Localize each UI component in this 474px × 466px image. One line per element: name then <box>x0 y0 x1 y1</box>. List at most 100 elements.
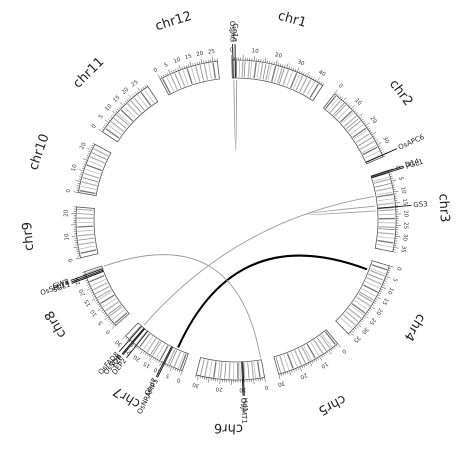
chromosome-band <box>152 341 162 356</box>
tick-mark <box>280 373 282 377</box>
tick-mark <box>183 65 186 69</box>
tick-mark <box>335 344 338 348</box>
chromosome-band <box>350 304 364 316</box>
tick-label: 30 <box>381 136 390 145</box>
tick-mark <box>347 103 350 106</box>
chromosome-band <box>253 361 256 378</box>
chromosome-ideogram-chr1 <box>231 59 324 102</box>
chromosome-band <box>375 187 392 192</box>
chromosome-band <box>370 268 386 275</box>
chromosome-band <box>364 150 380 159</box>
tick-mark <box>91 294 95 296</box>
tick-mark <box>386 274 390 276</box>
tick-mark <box>393 247 399 249</box>
tick-mark <box>369 129 372 132</box>
chromosome-band <box>129 326 141 339</box>
tick-mark <box>146 84 149 87</box>
chromosome-band <box>371 264 388 271</box>
tick-mark <box>201 376 203 380</box>
chromosome-label-chr8: chr8 <box>42 308 70 341</box>
tick-mark <box>337 94 340 97</box>
tick-mark <box>84 161 87 163</box>
chromosome-band <box>301 346 310 362</box>
tick-mark <box>157 74 161 80</box>
tick-mark <box>365 313 369 316</box>
chromosome-band <box>217 362 221 379</box>
chromosome-band <box>313 339 324 354</box>
chromosome-band <box>170 74 178 90</box>
tick-mark <box>115 110 118 113</box>
tick-mark <box>120 105 123 108</box>
tick-mark <box>333 346 336 349</box>
chromosome-band <box>377 239 394 244</box>
tick-mark <box>376 141 379 144</box>
tick-mark <box>298 70 301 74</box>
chromosome-band <box>364 281 380 289</box>
chromosome-band <box>262 63 267 80</box>
tick-mark <box>195 374 197 378</box>
tick-mark <box>80 172 84 174</box>
tick-mark <box>96 301 99 304</box>
tick-label: 15 <box>401 198 408 206</box>
tick-mark <box>140 88 143 91</box>
tick-mark <box>81 167 85 170</box>
collinearity-link <box>143 195 375 326</box>
tick-mark <box>290 67 292 70</box>
tick-mark <box>291 369 293 373</box>
tick-mark <box>302 72 305 75</box>
tick-mark <box>391 182 395 184</box>
tick-mark <box>310 76 313 79</box>
chromosome-band <box>77 213 94 215</box>
tick-mark <box>112 113 115 117</box>
tick-mark <box>189 61 192 67</box>
tick-mark <box>130 343 135 348</box>
tick-label: 10 <box>152 366 161 375</box>
chromosome-band <box>140 92 152 106</box>
tick-mark <box>73 246 79 249</box>
tick-mark <box>86 288 92 291</box>
tick-label: 5 <box>164 62 170 69</box>
chromosome-band <box>208 63 212 80</box>
tick-mark <box>128 97 131 101</box>
tick-mark <box>377 142 382 145</box>
tick-label: 40 <box>317 69 327 78</box>
chromosome-band <box>105 128 120 139</box>
tick-mark <box>128 94 133 99</box>
tick-mark <box>196 375 199 381</box>
chromosome-band <box>247 61 251 78</box>
tick-mark <box>90 146 94 149</box>
tick-mark <box>89 290 93 292</box>
tick-mark <box>104 119 110 123</box>
tick-mark <box>91 297 97 301</box>
tick-mark <box>351 330 354 333</box>
chromosome-band <box>127 103 139 116</box>
chromosome-band <box>359 291 374 301</box>
chromosome-band <box>110 121 125 133</box>
chromosome-band <box>178 71 186 87</box>
tick-mark <box>77 255 81 257</box>
gene-marker-line <box>241 361 244 396</box>
tick-mark <box>136 90 139 94</box>
chromosome-band <box>114 312 128 324</box>
tick-mark <box>98 305 102 308</box>
tick-mark <box>380 149 383 151</box>
tick-label: 20 <box>196 51 205 58</box>
tick-mark <box>103 124 107 127</box>
tick-mark <box>373 137 377 140</box>
tick-label: 10 <box>386 286 395 295</box>
tick-mark <box>385 276 391 279</box>
chromosome-band <box>378 231 395 235</box>
tick-mark <box>292 67 295 71</box>
tick-mark <box>277 63 280 66</box>
tick-mark <box>388 168 393 171</box>
tick-mark <box>107 318 111 321</box>
chromosome-label-chr9: chr9 <box>20 221 37 251</box>
tick-mark <box>102 311 105 314</box>
tick-mark <box>76 187 80 189</box>
tick-mark <box>192 63 194 66</box>
tick-mark <box>389 173 392 175</box>
chromosome-band <box>275 357 281 373</box>
chromosome-band <box>366 277 382 285</box>
chromosome-band <box>182 69 189 86</box>
tick-mark <box>314 78 317 82</box>
